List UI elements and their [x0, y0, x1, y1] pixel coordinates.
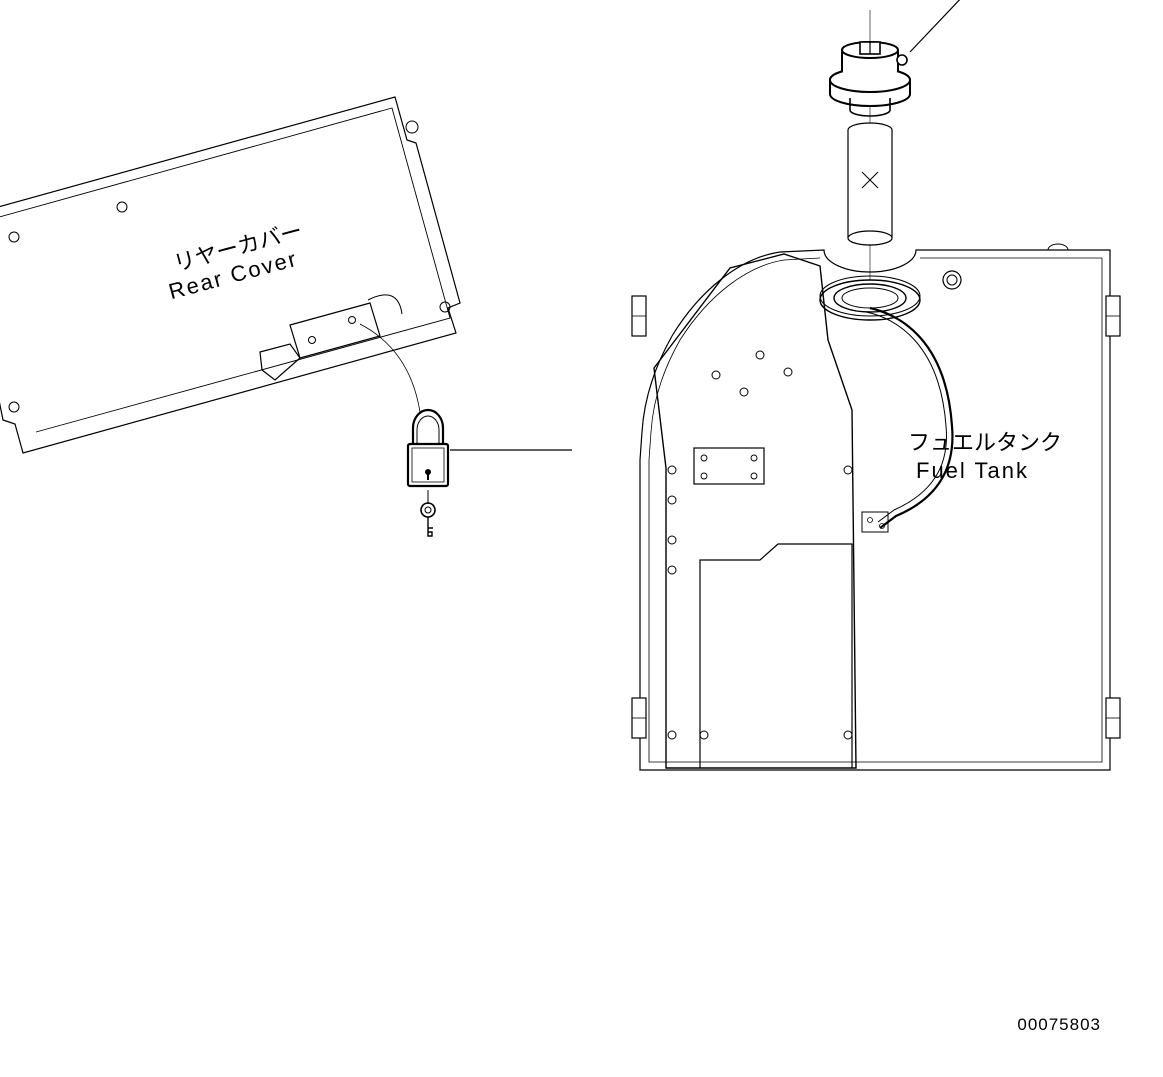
- doc-id: 00075803: [1017, 1015, 1101, 1035]
- fuel-strainer-group: [848, 123, 892, 245]
- rear-cover-inner: [0, 108, 450, 432]
- mount-holes: [668, 351, 852, 739]
- fuel-tank-group: [632, 244, 1120, 770]
- tank-handle: [870, 308, 952, 528]
- rc-latch-hole: [309, 337, 316, 344]
- rc-hole: [406, 121, 418, 133]
- rc-hole: [9, 232, 19, 242]
- key-bow: [421, 503, 435, 517]
- rc-hole: [440, 302, 450, 312]
- padlock-group: [408, 410, 448, 536]
- rc-hole: [9, 402, 19, 412]
- fuel-cap-group: [830, 42, 910, 116]
- side-tabs: [632, 296, 1120, 738]
- front-plate: [654, 254, 856, 768]
- rc-wire2: [360, 324, 420, 412]
- rc-latch-hole: [349, 317, 356, 324]
- cap-pocket: [943, 271, 961, 289]
- rc-hole: [117, 202, 127, 212]
- cap-lead-line: [910, 0, 965, 52]
- rc-latch-tail: [260, 344, 300, 380]
- rear-cover-outline: [0, 97, 460, 453]
- fuel-tank-outline: [640, 250, 1110, 770]
- rc-wire: [368, 295, 402, 314]
- rear-cover-group: [0, 97, 460, 453]
- technical-diagram: [0, 0, 1163, 1077]
